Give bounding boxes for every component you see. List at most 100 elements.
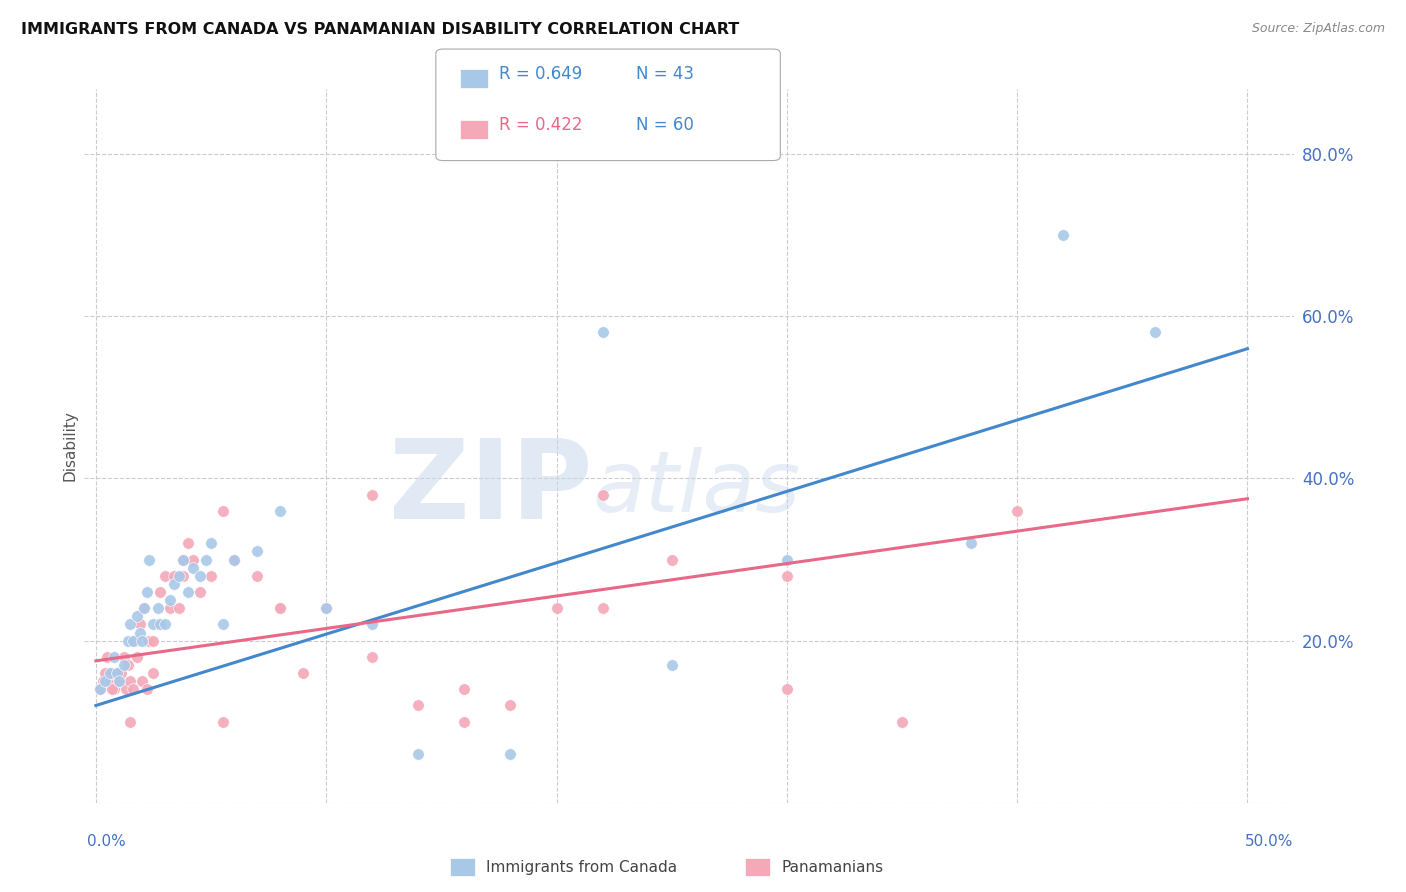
Point — [138, 552, 160, 566]
Text: Immigrants from Canada: Immigrants from Canada — [486, 860, 678, 874]
Point — [149, 585, 172, 599]
Point — [960, 536, 983, 550]
Point — [195, 552, 218, 566]
Text: N = 43: N = 43 — [636, 65, 693, 83]
Text: IMMIGRANTS FROM CANADA VS PANAMANIAN DISABILITY CORRELATION CHART: IMMIGRANTS FROM CANADA VS PANAMANIAN DIS… — [21, 22, 740, 37]
Point — [142, 633, 165, 648]
Point — [222, 552, 245, 566]
Point — [105, 666, 128, 681]
Point — [120, 617, 142, 632]
Point — [138, 633, 160, 648]
Point — [188, 568, 211, 582]
Point — [172, 568, 194, 582]
Point — [127, 649, 149, 664]
Point — [91, 674, 114, 689]
Point — [177, 585, 200, 599]
Point — [172, 552, 194, 566]
Point — [167, 568, 190, 582]
Text: Panamanians: Panamanians — [782, 860, 884, 874]
Point — [546, 601, 568, 615]
Point — [128, 625, 150, 640]
Point — [776, 682, 799, 697]
Point — [103, 682, 125, 697]
Point — [108, 674, 131, 689]
Point — [269, 601, 291, 615]
Point — [269, 601, 291, 615]
Text: 0.0%: 0.0% — [87, 834, 127, 849]
Point — [200, 568, 222, 582]
Point — [592, 601, 614, 615]
Point — [135, 682, 157, 697]
Point — [131, 633, 153, 648]
Point — [246, 568, 269, 582]
Point — [98, 674, 121, 689]
Point — [181, 552, 204, 566]
Point — [1052, 228, 1074, 243]
Point — [159, 593, 181, 607]
Point — [134, 601, 156, 615]
Point — [776, 568, 799, 582]
Point — [149, 617, 172, 632]
Text: N = 60: N = 60 — [636, 116, 693, 134]
Point — [112, 657, 135, 672]
Point — [200, 536, 222, 550]
Point — [142, 617, 165, 632]
Text: R = 0.422: R = 0.422 — [499, 116, 582, 134]
Point — [128, 617, 150, 632]
Point — [110, 666, 132, 681]
Point — [146, 617, 169, 632]
Point — [101, 682, 124, 697]
Point — [592, 326, 614, 340]
Point — [453, 714, 475, 729]
Point — [188, 585, 211, 599]
Point — [181, 560, 204, 574]
Point — [121, 633, 143, 648]
Y-axis label: Disability: Disability — [62, 410, 77, 482]
Text: 50.0%: 50.0% — [1246, 834, 1294, 849]
Point — [134, 601, 156, 615]
Point — [105, 666, 128, 681]
Point — [269, 504, 291, 518]
Point — [408, 698, 430, 713]
Point — [153, 617, 176, 632]
Point — [89, 682, 111, 697]
Point — [146, 601, 169, 615]
Point — [121, 682, 143, 697]
Point — [131, 674, 153, 689]
Text: ZIP: ZIP — [389, 435, 592, 542]
Point — [167, 601, 190, 615]
Point — [361, 617, 384, 632]
Point — [361, 488, 384, 502]
Text: Source: ZipAtlas.com: Source: ZipAtlas.com — [1251, 22, 1385, 36]
Point — [292, 666, 315, 681]
Point — [142, 666, 165, 681]
Point — [120, 674, 142, 689]
Point — [103, 649, 125, 664]
Point — [98, 666, 121, 681]
Point — [211, 617, 233, 632]
Point — [661, 657, 683, 672]
Point — [499, 747, 522, 761]
Text: R = 0.649: R = 0.649 — [499, 65, 582, 83]
Point — [108, 674, 131, 689]
Point — [408, 747, 430, 761]
Point — [114, 682, 136, 697]
Point — [89, 682, 111, 697]
Point — [117, 633, 139, 648]
Point — [124, 633, 146, 648]
Point — [163, 577, 186, 591]
Point — [120, 714, 142, 729]
Point — [453, 682, 475, 697]
Point — [222, 552, 245, 566]
Point — [211, 504, 233, 518]
Point — [101, 666, 124, 681]
Point — [135, 585, 157, 599]
Point — [94, 666, 117, 681]
Point — [172, 552, 194, 566]
Point — [112, 649, 135, 664]
Point — [891, 714, 914, 729]
Point — [776, 552, 799, 566]
Point — [177, 536, 200, 550]
Point — [592, 488, 614, 502]
Point — [315, 601, 337, 615]
